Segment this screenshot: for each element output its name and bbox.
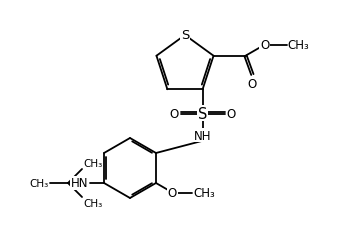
Text: O: O xyxy=(169,107,179,120)
Text: CH₃: CH₃ xyxy=(30,178,49,188)
Text: NH: NH xyxy=(194,129,211,142)
Text: S: S xyxy=(181,30,189,42)
Text: CH₃: CH₃ xyxy=(193,186,215,199)
Text: O: O xyxy=(248,78,257,91)
Text: CH₃: CH₃ xyxy=(83,198,102,208)
Text: O: O xyxy=(227,107,236,120)
Text: O: O xyxy=(260,39,269,52)
Text: CH₃: CH₃ xyxy=(288,39,309,52)
Text: O: O xyxy=(168,186,177,199)
Text: HN: HN xyxy=(71,177,88,190)
Text: CH₃: CH₃ xyxy=(83,158,102,168)
Text: S: S xyxy=(198,106,207,121)
